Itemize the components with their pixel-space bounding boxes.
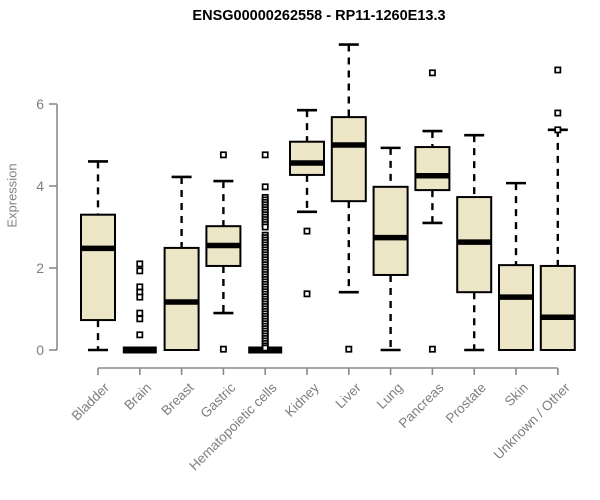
outlier-point	[261, 151, 269, 159]
outlier-point	[136, 331, 144, 339]
boxplot-group-breast	[163, 175, 200, 351]
box-rect	[80, 213, 116, 322]
chart-title: ENSG00000262558 - RP11-1260E13.3	[192, 8, 446, 24]
outlier-point	[136, 309, 144, 317]
outlier-point	[136, 293, 144, 301]
y-tick-label: 4	[36, 178, 44, 194]
boxplot-group-brain	[122, 260, 157, 354]
boxplot-group-gastric	[205, 151, 242, 353]
box-rect	[330, 116, 367, 203]
y-tick-label: 0	[36, 342, 44, 358]
boxplot-group-bladder	[80, 160, 116, 352]
boxplot-group-liver	[330, 43, 367, 353]
outlier-point	[428, 345, 436, 353]
box-rect	[163, 246, 200, 351]
boxplot-group-pancreas	[414, 69, 451, 353]
boxplot-group-skin	[498, 181, 534, 352]
box-rect	[372, 185, 409, 276]
boxplot-group-lung	[372, 146, 409, 352]
box-rect	[498, 264, 534, 352]
outlier-point	[554, 66, 562, 74]
outlier-point	[345, 345, 353, 353]
outlier-point	[428, 69, 436, 77]
outlier-point	[136, 267, 144, 275]
y-tick-label: 2	[36, 260, 44, 276]
boxplot-group-kidney	[289, 108, 325, 298]
box-rect	[414, 146, 451, 192]
boxplot-group-unknown-other	[539, 66, 576, 352]
outlier-point	[136, 283, 144, 291]
outlier-point	[219, 345, 227, 353]
boxplot-group-hematopoietic-cells	[248, 151, 283, 354]
outlier-point	[261, 223, 269, 231]
outlier-point	[219, 151, 227, 159]
outlier-point	[554, 126, 562, 134]
outlier-point	[554, 109, 562, 117]
outlier-point	[303, 227, 311, 235]
outlier-point	[136, 260, 144, 268]
box-rect	[289, 140, 325, 176]
outlier-point	[303, 290, 311, 298]
boxplot-group-prostate	[456, 133, 493, 352]
outlier-point	[261, 344, 269, 352]
outlier-point	[136, 315, 144, 323]
y-tick-label: 6	[36, 96, 44, 112]
box-rect	[539, 264, 576, 352]
outlier-point	[261, 183, 269, 191]
